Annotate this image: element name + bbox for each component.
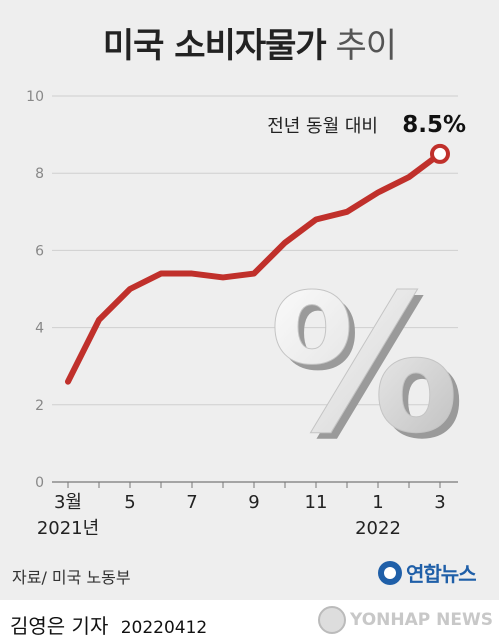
data-point-8 (282, 240, 288, 246)
data-point-5 (189, 270, 195, 277)
x-tick-label: 3 (434, 492, 445, 513)
yonhap-logo: 연합뉴스 (378, 558, 477, 587)
chart-background (0, 0, 499, 600)
year-label: 2022 (355, 518, 401, 539)
x-tick-label: 3월 (54, 492, 82, 513)
annotation-value: 8.5% (402, 112, 466, 138)
x-tick-label: 1 (372, 492, 383, 513)
series-line (65, 143, 450, 385)
watermark-text: YONHAP NEWS (350, 610, 493, 630)
last-point-marker (430, 143, 450, 164)
yonhap-logo-icon (378, 560, 402, 585)
year-label: 2021년 (37, 518, 99, 539)
x-tick-label: 11 (305, 492, 328, 513)
svg-text:%: % (275, 260, 465, 481)
logo-text: 연합뉴스 (406, 562, 477, 586)
footer: 김영은 기자 20220412 YONHAP NEWS (0, 600, 499, 644)
svg-text:%: % (269, 254, 459, 475)
y-tick-label-10: 10 (26, 89, 44, 105)
watermark-logo-icon (318, 606, 346, 634)
y-tick-label-4: 4 (35, 321, 44, 337)
axes (52, 481, 458, 488)
data-point-11 (375, 189, 381, 196)
x-tick-label: 9 (248, 492, 259, 513)
y-tick-label-8: 8 (35, 166, 44, 182)
annotation: 전년 동월 대비 8.5% (267, 112, 466, 138)
x-tick-label: 7 (186, 492, 197, 513)
reporter-name: 김영은 기자 (10, 614, 109, 638)
data-point-7 (251, 270, 257, 277)
data-point-10 (344, 209, 350, 215)
x-tick-label: 5 (124, 492, 135, 513)
percent-sign-icon: % % (268, 254, 465, 482)
y-tick-label-2: 2 (35, 398, 44, 414)
y-tick-label-0: 0 (35, 475, 44, 491)
data-point-1 (65, 379, 71, 385)
source-note: 자료/ 미국 노동부 (12, 568, 131, 587)
title-sub: 추이 (335, 26, 398, 66)
watermark: YONHAP NEWS (318, 606, 493, 634)
data-point-6 (220, 274, 226, 281)
data-point-12 (406, 174, 412, 180)
data-point-9 (313, 216, 319, 223)
chart-title: 미국 소비자물가 추이 (0, 24, 499, 68)
annotation-label: 전년 동월 대비 (267, 116, 378, 137)
byline: 김영은 기자 20220412 (10, 610, 207, 639)
data-point-4 (158, 270, 164, 277)
data-point-2 (96, 317, 102, 323)
data-point-3 (127, 286, 133, 292)
title-main: 미국 소비자물가 (102, 26, 327, 66)
y-tick-label-6: 6 (35, 243, 44, 259)
publish-date: 20220412 (120, 618, 208, 638)
grid-lines (52, 95, 458, 406)
